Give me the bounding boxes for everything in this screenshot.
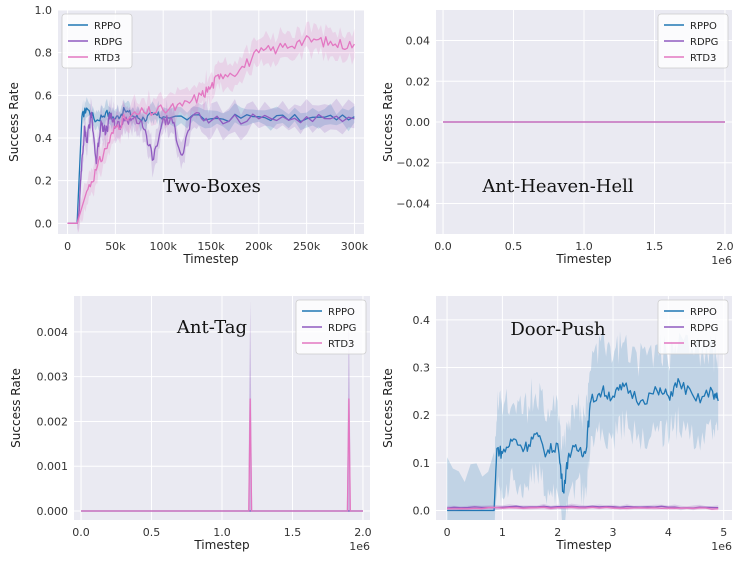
band-rdpg	[67, 95, 355, 234]
x-tick-label: 0.5	[505, 240, 523, 253]
y-tick-label: −0.02	[396, 157, 430, 170]
line-rdpg	[67, 111, 355, 224]
x-tick-label: 200k	[245, 240, 273, 253]
y-tick-label: 0.00	[406, 116, 431, 129]
x-tick-label: 4	[665, 526, 672, 539]
chart-title: Door-Push	[510, 319, 606, 340]
x-tick-label: 1	[499, 526, 506, 539]
x-tick-label: 0.0	[72, 526, 90, 539]
panel-ant-tag: 0.0 0.5 1.0 1.5 2.0 0.000 0.001 0.002 0.003 0.004…	[9, 296, 372, 553]
y-tick-label: 0.0	[413, 504, 431, 517]
y-tick-label: 1.0	[35, 4, 53, 17]
panel-door-push: 0 1 2 3 4 5 0.0 0.1 0.2 0.3 0.4 1e6 Timestep Success …	[381, 296, 732, 553]
x-tick-label: 2.0	[716, 240, 734, 253]
series-group	[447, 331, 719, 520]
panel-two-boxes: 0 50k 100k 150k 200k 250k 300k 0.0 0.2 0.4 0.6 0.8 1…	[7, 4, 369, 266]
legend-box	[657, 13, 729, 69]
y-tick-label: 0.4	[35, 132, 53, 145]
x-tick-label: 1.5	[284, 526, 302, 539]
legend: RPPO RDPG RTD3	[295, 299, 367, 355]
y-tick-label: 0.02	[406, 75, 431, 88]
x-tick-label: 2	[554, 526, 561, 539]
y-tick-label: 0.000	[37, 505, 69, 518]
line-rtd3	[81, 398, 363, 512]
x-tick-label: 100k	[150, 240, 178, 253]
x-multiplier-label: 1e6	[711, 254, 732, 267]
y-tick-label: 0.003	[37, 371, 69, 384]
y-axis-label: Success Rate	[381, 82, 395, 162]
y-tick-label: 0.3	[413, 361, 431, 374]
x-axis-label: Timestep	[193, 538, 249, 552]
x-tick-label: 1.0	[213, 526, 231, 539]
y-tick-label: 0.2	[35, 175, 53, 188]
x-tick-label: 5	[720, 526, 727, 539]
legend-label-rppo: RPPO	[328, 307, 355, 318]
series-group	[67, 21, 355, 234]
y-axis-label: Success Rate	[7, 82, 21, 162]
legend-label-rdpg: RDPG	[328, 323, 356, 334]
x-tick-label: 250k	[293, 240, 321, 253]
line-rtd3	[67, 35, 355, 224]
legend-box	[657, 299, 729, 355]
panel-ant-heaven-hell: 0.0 0.5 1.0 1.5 2.0 −0.04 −0.02 0.00 0.02 0.04 1e6…	[381, 10, 734, 267]
band-rppo	[447, 331, 719, 520]
legend-label-rtd3: RTD3	[690, 53, 716, 64]
legend-label-rtd3: RTD3	[690, 339, 716, 350]
legend-label-rppo: RPPO	[690, 307, 717, 318]
x-tick-label: 300k	[341, 240, 369, 253]
x-tick-label: 3	[610, 526, 617, 539]
x-tick-label: 1.5	[646, 240, 664, 253]
y-tick-label: −0.04	[396, 197, 430, 210]
legend-label-rppo: RPPO	[94, 21, 121, 32]
y-tick-label: 0.2	[413, 409, 431, 422]
x-tick-label: 50k	[105, 240, 126, 253]
y-tick-label: 0.0	[35, 217, 53, 230]
x-axis-label: Timestep	[555, 252, 611, 266]
y-tick-label: 0.004	[37, 326, 69, 339]
y-tick-label: 0.04	[406, 35, 431, 48]
chart-title: Ant-Tag	[176, 317, 247, 338]
y-tick-label: 0.1	[413, 457, 431, 470]
y-tick-label: 0.8	[35, 47, 53, 60]
y-tick-label: 0.001	[37, 460, 69, 473]
x-axis-label: Timestep	[182, 252, 238, 266]
x-tick-label: 0.0	[434, 240, 452, 253]
y-tick-label: 0.002	[37, 415, 69, 428]
y-axis-label: Success Rate	[381, 368, 395, 448]
chart-title: Ant-Heaven-Hell	[481, 176, 634, 197]
y-tick-label: 0.4	[413, 314, 431, 327]
x-tick-label: 0.5	[143, 526, 161, 539]
band-rppo	[67, 97, 355, 224]
x-tick-label: 0	[64, 240, 71, 253]
legend-label-rdpg: RDPG	[690, 323, 718, 334]
legend: RPPO RDPG RTD3	[61, 13, 133, 69]
x-multiplier-label: 1e6	[349, 540, 370, 553]
x-axis-label: Timestep	[555, 538, 611, 552]
chart-title: Two-Boxes	[163, 176, 261, 197]
series-group	[81, 300, 363, 512]
legend: RPPO RDPG RTD3	[657, 299, 729, 355]
legend-label-rppo: RPPO	[690, 21, 717, 32]
legend-label-rtd3: RTD3	[328, 339, 354, 350]
x-tick-label: 150k	[197, 240, 225, 253]
legend-label-rdpg: RDPG	[94, 37, 122, 48]
y-tick-label: 0.6	[35, 89, 53, 102]
legend-box	[61, 13, 133, 69]
x-tick-label: 2.0	[354, 526, 372, 539]
legend-label-rdpg: RDPG	[690, 37, 718, 48]
line-rppo	[447, 378, 719, 512]
legend-label-rtd3: RTD3	[94, 53, 120, 64]
y-axis-label: Success Rate	[9, 368, 23, 448]
legend-box	[295, 299, 367, 355]
legend: RPPO RDPG RTD3	[657, 13, 729, 69]
line-rtd3	[447, 506, 719, 510]
x-tick-label: 0	[444, 526, 451, 539]
x-tick-label: 1.0	[575, 240, 593, 253]
x-multiplier-label: 1e6	[711, 540, 732, 553]
band-rtd3	[67, 21, 355, 234]
